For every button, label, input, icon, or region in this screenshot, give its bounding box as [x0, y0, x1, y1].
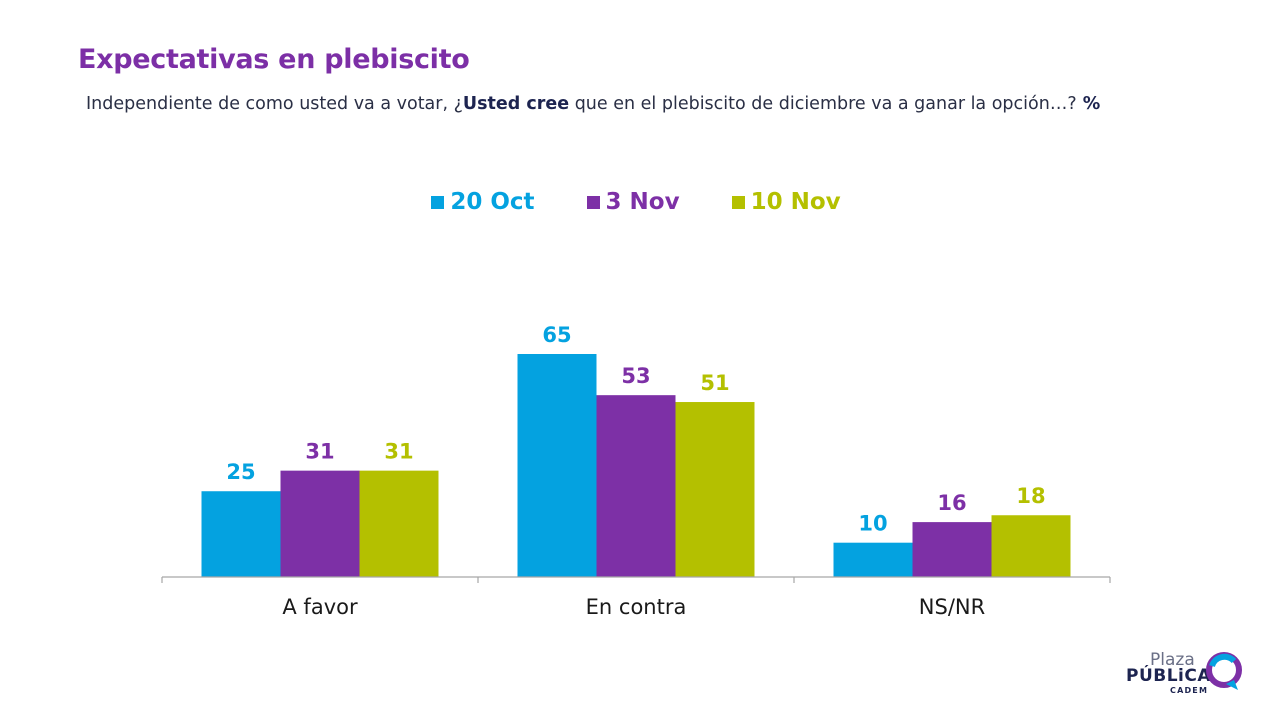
data-label: 18	[1016, 484, 1045, 508]
logo-text-cadem: CADEM	[1170, 686, 1209, 695]
question-prefix: Independiente de como usted va a votar, …	[86, 94, 463, 114]
bar-ns-nr-2	[991, 515, 1071, 577]
legend-swatch	[586, 195, 600, 209]
legend-label: 3 Nov	[605, 189, 680, 215]
data-label: 16	[937, 491, 966, 515]
bar-a-favor-1	[280, 470, 360, 577]
bar-en-contra-1	[596, 395, 676, 577]
bar-en-contra-0	[517, 354, 597, 577]
bar-en-contra-2	[675, 402, 755, 577]
data-label: 51	[700, 371, 729, 395]
data-label: 31	[305, 440, 334, 464]
legend-item-0: 20 Oct	[431, 189, 535, 215]
bar-a-favor-0	[201, 491, 281, 577]
legend-item-1: 3 Nov	[586, 189, 680, 215]
page-title: Expectativas en plebiscito	[78, 44, 470, 75]
logo-text-plaza: Plaza	[1150, 650, 1195, 670]
category-label: NS/NR	[919, 595, 985, 619]
question-unit: %	[1076, 94, 1101, 114]
category-label: A favor	[282, 595, 358, 619]
bar-ns-nr-1	[912, 522, 992, 577]
chart-legend: 20 Oct 3 Nov 10 Nov	[0, 189, 1272, 215]
legend-label: 20 Oct	[450, 189, 535, 215]
data-label: 53	[621, 364, 650, 388]
data-label: 10	[858, 512, 887, 536]
plaza-publica-logo: Plaza PÚBLiCA CADEM	[1126, 650, 1246, 695]
category-label: En contra	[586, 595, 687, 619]
legend-label: 10 Nov	[750, 189, 841, 215]
data-label: 31	[384, 440, 413, 464]
bar-ns-nr-0	[833, 542, 913, 577]
question-bold: Usted cree	[462, 94, 570, 114]
logo-swirl-icon	[1206, 652, 1242, 690]
question-suffix: que en el plebiscito de diciembre va a g…	[569, 94, 1077, 114]
data-label: 25	[226, 460, 255, 484]
legend-swatch	[431, 195, 445, 209]
logo-text-publica: PÚBLiCA	[1126, 666, 1212, 686]
legend-swatch	[731, 195, 745, 209]
bar-a-favor-2	[359, 470, 439, 577]
legend-item-2: 10 Nov	[731, 189, 841, 215]
data-label: 65	[542, 323, 571, 347]
question-text: Independiente de como usted va a votar, …	[86, 94, 1100, 114]
